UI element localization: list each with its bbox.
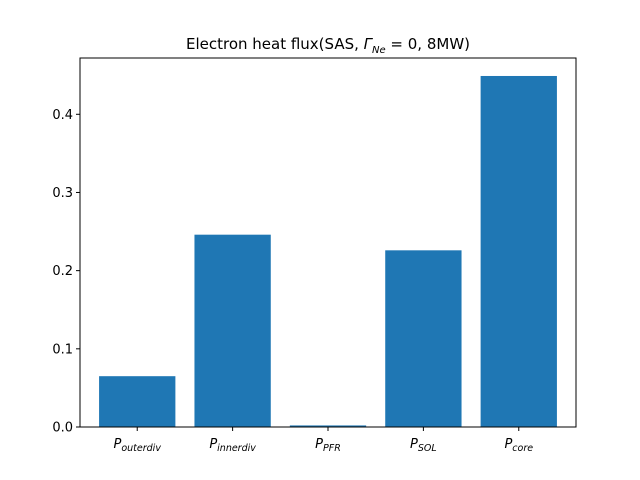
bar-SOL (385, 250, 462, 427)
y-tick-label: 0.4 (52, 108, 73, 123)
y-tick-label: 0.2 (52, 264, 73, 279)
chart-title: Electron heat flux(SAS, ΓNe = 0, 8MW) (186, 35, 470, 56)
x-tick-label-sub: SOL (418, 443, 437, 454)
x-tick-label: PPFR (315, 437, 341, 454)
x-tick-label-main: P (209, 437, 217, 452)
bar-innerdiv (194, 234, 271, 427)
chart-title-symbol-sub: Ne (372, 45, 386, 56)
plot-frame (79, 57, 577, 428)
y-tick-label: 0.1 (52, 342, 73, 357)
x-axis: Pouterdiv Pinnerdiv PPFR PSOL Pcore (114, 427, 533, 454)
x-tick-label-sub: outerdiv (121, 443, 161, 454)
x-tick-label-sub: core (512, 443, 533, 454)
chart-title-symbol: Γ (364, 35, 374, 53)
bar-outerdiv (99, 376, 176, 427)
x-tick-label: PSOL (410, 437, 437, 454)
x-tick-label-sub: PFR (323, 443, 341, 454)
y-tick-label: 0.3 (52, 186, 73, 201)
y-tick-label: 0.0 (52, 421, 73, 436)
x-tick-label-main: P (410, 437, 418, 452)
chart-title-suffix: = 0, 8MW) (386, 35, 470, 53)
bars-group (99, 75, 557, 428)
bar-core (480, 75, 557, 428)
y-axis: 0.0 0.1 0.2 0.3 0.4 (52, 108, 80, 436)
x-tick-label-main: P (504, 437, 512, 452)
x-tick-label: Pouterdiv (114, 437, 162, 454)
chart-title-prefix: Electron heat flux(SAS, (186, 35, 364, 53)
x-tick-label-sub: innerdiv (217, 443, 256, 454)
x-tick-label-main: P (315, 437, 323, 452)
x-tick-label: Pinnerdiv (209, 437, 256, 454)
x-tick-label-main: P (114, 437, 122, 452)
bar-PFR (289, 425, 367, 427)
x-tick-label: Pcore (504, 437, 533, 454)
